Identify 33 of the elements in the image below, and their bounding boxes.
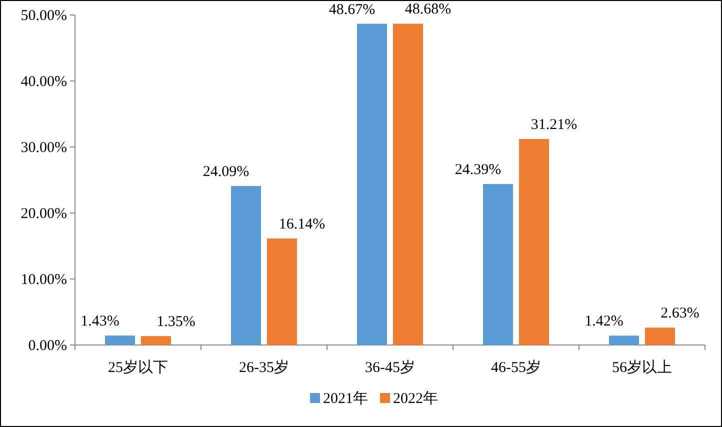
y-tick-label: 10.00% bbox=[20, 272, 67, 288]
data-label: 16.14% bbox=[278, 216, 326, 232]
data-label: 31.21% bbox=[530, 117, 578, 134]
data-label: 48.68% bbox=[404, 2, 452, 18]
y-tick-label: 50.00% bbox=[20, 8, 67, 24]
y-tick-label: 40.00% bbox=[20, 74, 67, 90]
data-label: 24.09% bbox=[202, 164, 250, 180]
x-tick-label: 25岁以下 bbox=[108, 359, 168, 376]
bar bbox=[231, 186, 261, 345]
data-label: 2.63% bbox=[660, 306, 700, 322]
data-label: 48.67% bbox=[328, 2, 376, 18]
bar bbox=[519, 139, 549, 345]
y-tick-label: 20.00% bbox=[20, 206, 67, 222]
bar bbox=[483, 184, 513, 345]
x-tick-label: 26-35岁 bbox=[239, 359, 289, 376]
bar bbox=[393, 24, 423, 345]
legend-label: 2021年 bbox=[323, 390, 368, 407]
bar bbox=[357, 24, 387, 345]
data-label: 24.39% bbox=[454, 162, 502, 178]
bar bbox=[267, 238, 297, 345]
data-label: 1.43% bbox=[80, 314, 120, 330]
bar bbox=[141, 336, 171, 345]
x-tick-label: 36-45岁 bbox=[365, 359, 415, 376]
y-tick-label: 30.00% bbox=[20, 140, 67, 156]
y-tick-label: 0.00% bbox=[28, 338, 67, 354]
bar bbox=[645, 328, 675, 345]
x-tick-label: 46-55岁 bbox=[491, 359, 541, 376]
x-tick-label: 56岁以上 bbox=[612, 359, 672, 376]
bar bbox=[609, 336, 639, 345]
data-label: 1.42% bbox=[584, 314, 624, 330]
bar bbox=[105, 336, 135, 345]
legend-label: 2022年 bbox=[393, 390, 438, 407]
data-label: 1.35% bbox=[156, 314, 196, 330]
